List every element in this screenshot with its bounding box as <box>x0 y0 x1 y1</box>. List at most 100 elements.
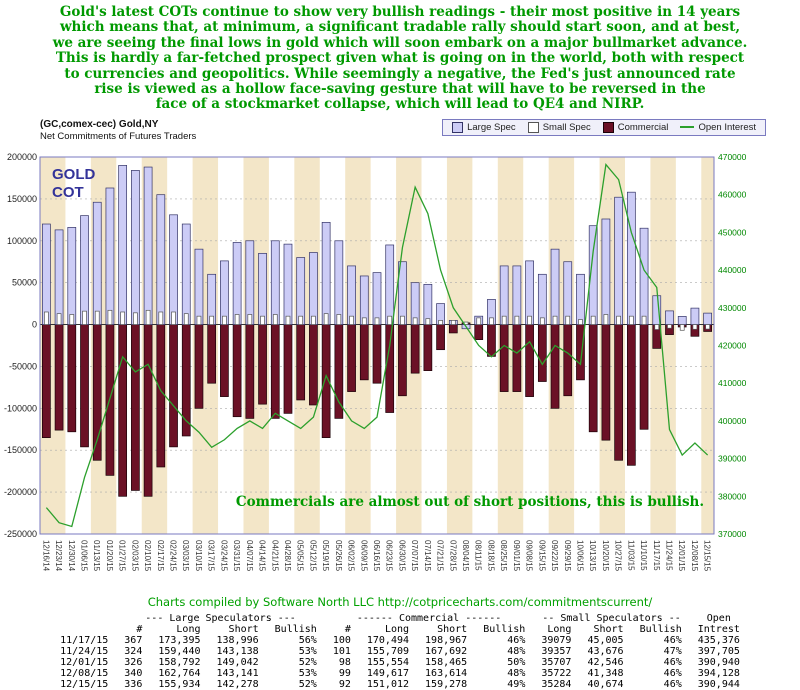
x-axis-tick-label: 11/24/15 <box>664 540 673 571</box>
small-spec-bar <box>654 324 660 330</box>
small-spec-bar <box>641 315 647 325</box>
small-spec-bar <box>196 315 202 325</box>
small-spec-bar <box>171 311 176 325</box>
commercial-bar <box>398 324 407 396</box>
commercial-bar <box>487 324 496 357</box>
left-axis-tick-label: 200000 <box>7 152 37 162</box>
commercial-bar <box>296 324 306 401</box>
small-spec-swatch-icon <box>527 121 539 133</box>
x-axis-tick-label: 05/05/15 <box>296 540 305 572</box>
chart-title: (GC,comex-cec) Gold,NY <box>40 118 159 130</box>
small-spec-bar <box>489 317 494 325</box>
x-axis-tick-label: 08/25/15 <box>499 540 508 572</box>
small-spec-bar <box>107 309 113 325</box>
small-spec-bar <box>44 311 49 325</box>
x-axis-tick-label: 01/06/15 <box>80 540 89 572</box>
commercial-bar <box>359 324 369 381</box>
large-spec-bar <box>270 240 280 325</box>
small-spec-bar <box>374 317 380 325</box>
small-spec-bar <box>234 313 240 325</box>
small-spec-bar <box>158 311 164 325</box>
x-axis-tick-label: 05/19/15 <box>321 540 330 572</box>
x-axis-tick-label: 12/01/15 <box>677 540 686 572</box>
x-axis-tick-label: 09/29/15 <box>563 540 572 572</box>
small-spec-bar <box>133 312 138 325</box>
x-axis-tick-label: 02/03/15 <box>130 540 139 572</box>
large-spec-bar <box>347 265 356 325</box>
commercial-bar <box>283 324 293 414</box>
commercial-bar <box>143 324 153 497</box>
large-spec-bar <box>537 273 547 325</box>
x-axis-tick-label: 06/09/15 <box>359 540 368 572</box>
x-axis-tick-label: 12/30/14 <box>67 540 76 572</box>
small-spec-bar <box>578 319 583 325</box>
x-axis-tick-label: 10/06/15 <box>575 540 584 572</box>
small-spec-bar <box>145 309 151 325</box>
right-axis-tick-label: 470000 <box>718 152 747 162</box>
commercial-bar <box>499 324 509 392</box>
small-spec-bar <box>412 317 418 325</box>
small-spec-bar <box>247 313 253 325</box>
x-axis-tick-label: 05/12/15 <box>308 540 317 572</box>
small-spec-bar <box>565 315 571 325</box>
x-axis-tick-label: 01/20/15 <box>105 540 114 572</box>
x-axis-tick-label: 12/16/14 <box>41 540 50 572</box>
large-spec-bar <box>601 218 611 325</box>
commercial-bar <box>550 324 560 409</box>
small-spec-bar <box>285 315 291 325</box>
gold-cot-watermark: COT <box>52 184 84 201</box>
x-axis-tick-label: 02/24/15 <box>169 540 178 572</box>
commentary-line: we are seeing the final lows in gold whi… <box>52 34 748 51</box>
commentary-line: which means that, at minimum, a signific… <box>59 19 741 36</box>
left-axis-tick-label: 0 <box>32 319 37 329</box>
x-axis-tick-label: 11/03/15 <box>626 540 635 571</box>
small-spec-bar <box>183 313 189 325</box>
small-spec-bar <box>552 315 558 325</box>
large-spec-bar <box>639 227 649 325</box>
large-spec-bar <box>334 240 344 325</box>
x-axis-tick-label: 02/10/15 <box>143 540 152 572</box>
commentary-line: rise is viewed as a hollow face-saving g… <box>94 81 706 98</box>
legend-item-small-spec: Small Spec <box>527 121 591 133</box>
large-spec-bar <box>296 257 306 325</box>
legend-item-commercial: Commercial <box>602 121 668 133</box>
small-spec-bar <box>272 313 278 325</box>
table-row: 11/24/15 324 159,440 143,138 53% 101 155,709 16… <box>60 645 740 657</box>
large-spec-bar <box>385 244 395 325</box>
small-spec-bar <box>361 317 367 325</box>
chart-subtitle: Net Commitments of Futures Traders <box>40 130 197 142</box>
small-spec-bar <box>400 315 405 325</box>
right-axis-tick-label: 380000 <box>718 491 747 501</box>
small-spec-bar <box>539 317 545 325</box>
small-spec-bar <box>514 315 520 325</box>
small-spec-bar <box>590 315 596 325</box>
x-axis-tick-label: 01/27/15 <box>118 540 127 572</box>
right-axis-tick-label: 400000 <box>718 416 747 426</box>
large-spec-bar <box>372 272 382 325</box>
small-spec-bar <box>336 313 342 325</box>
commercial-bar <box>54 324 64 431</box>
large-spec-bar <box>359 275 369 325</box>
table-column-header-row: # Long Short Bullish # Long Short Bullish Long Sh… <box>136 623 740 635</box>
large-spec-bar <box>220 260 229 325</box>
small-spec-bar <box>603 313 609 325</box>
x-axis-tick-label: 08/11/15 <box>474 540 483 571</box>
small-spec-bar <box>450 319 456 325</box>
large-spec-bar <box>525 260 534 325</box>
large-spec-bar <box>512 265 522 325</box>
small-spec-bar <box>527 315 532 325</box>
commentary-line: Gold's latest COTs continue to show very… <box>59 4 741 20</box>
large-spec-bar <box>283 243 293 325</box>
x-axis-tick-label: 11/17/15 <box>652 540 661 571</box>
small-spec-bar <box>298 315 304 325</box>
table-row: 12/15/15 336 155,934 142,278 52% 92 151,012 159… <box>60 678 740 690</box>
large-spec-bar <box>42 223 51 325</box>
commentary-line: to currencies and geopolitics. While see… <box>64 65 736 82</box>
left-axis-tick-label: -250000 <box>4 529 37 539</box>
chart-credit: Charts compiled by Software North LLC ht… <box>147 594 653 609</box>
large-spec-bar <box>245 240 255 325</box>
right-axis-tick-label: 440000 <box>718 265 747 275</box>
small-spec-bar <box>667 324 672 329</box>
large-spec-bar <box>156 194 166 325</box>
table-row: 11/17/15 367 173,395 138,996 56% 100 170,494 19… <box>60 634 740 646</box>
